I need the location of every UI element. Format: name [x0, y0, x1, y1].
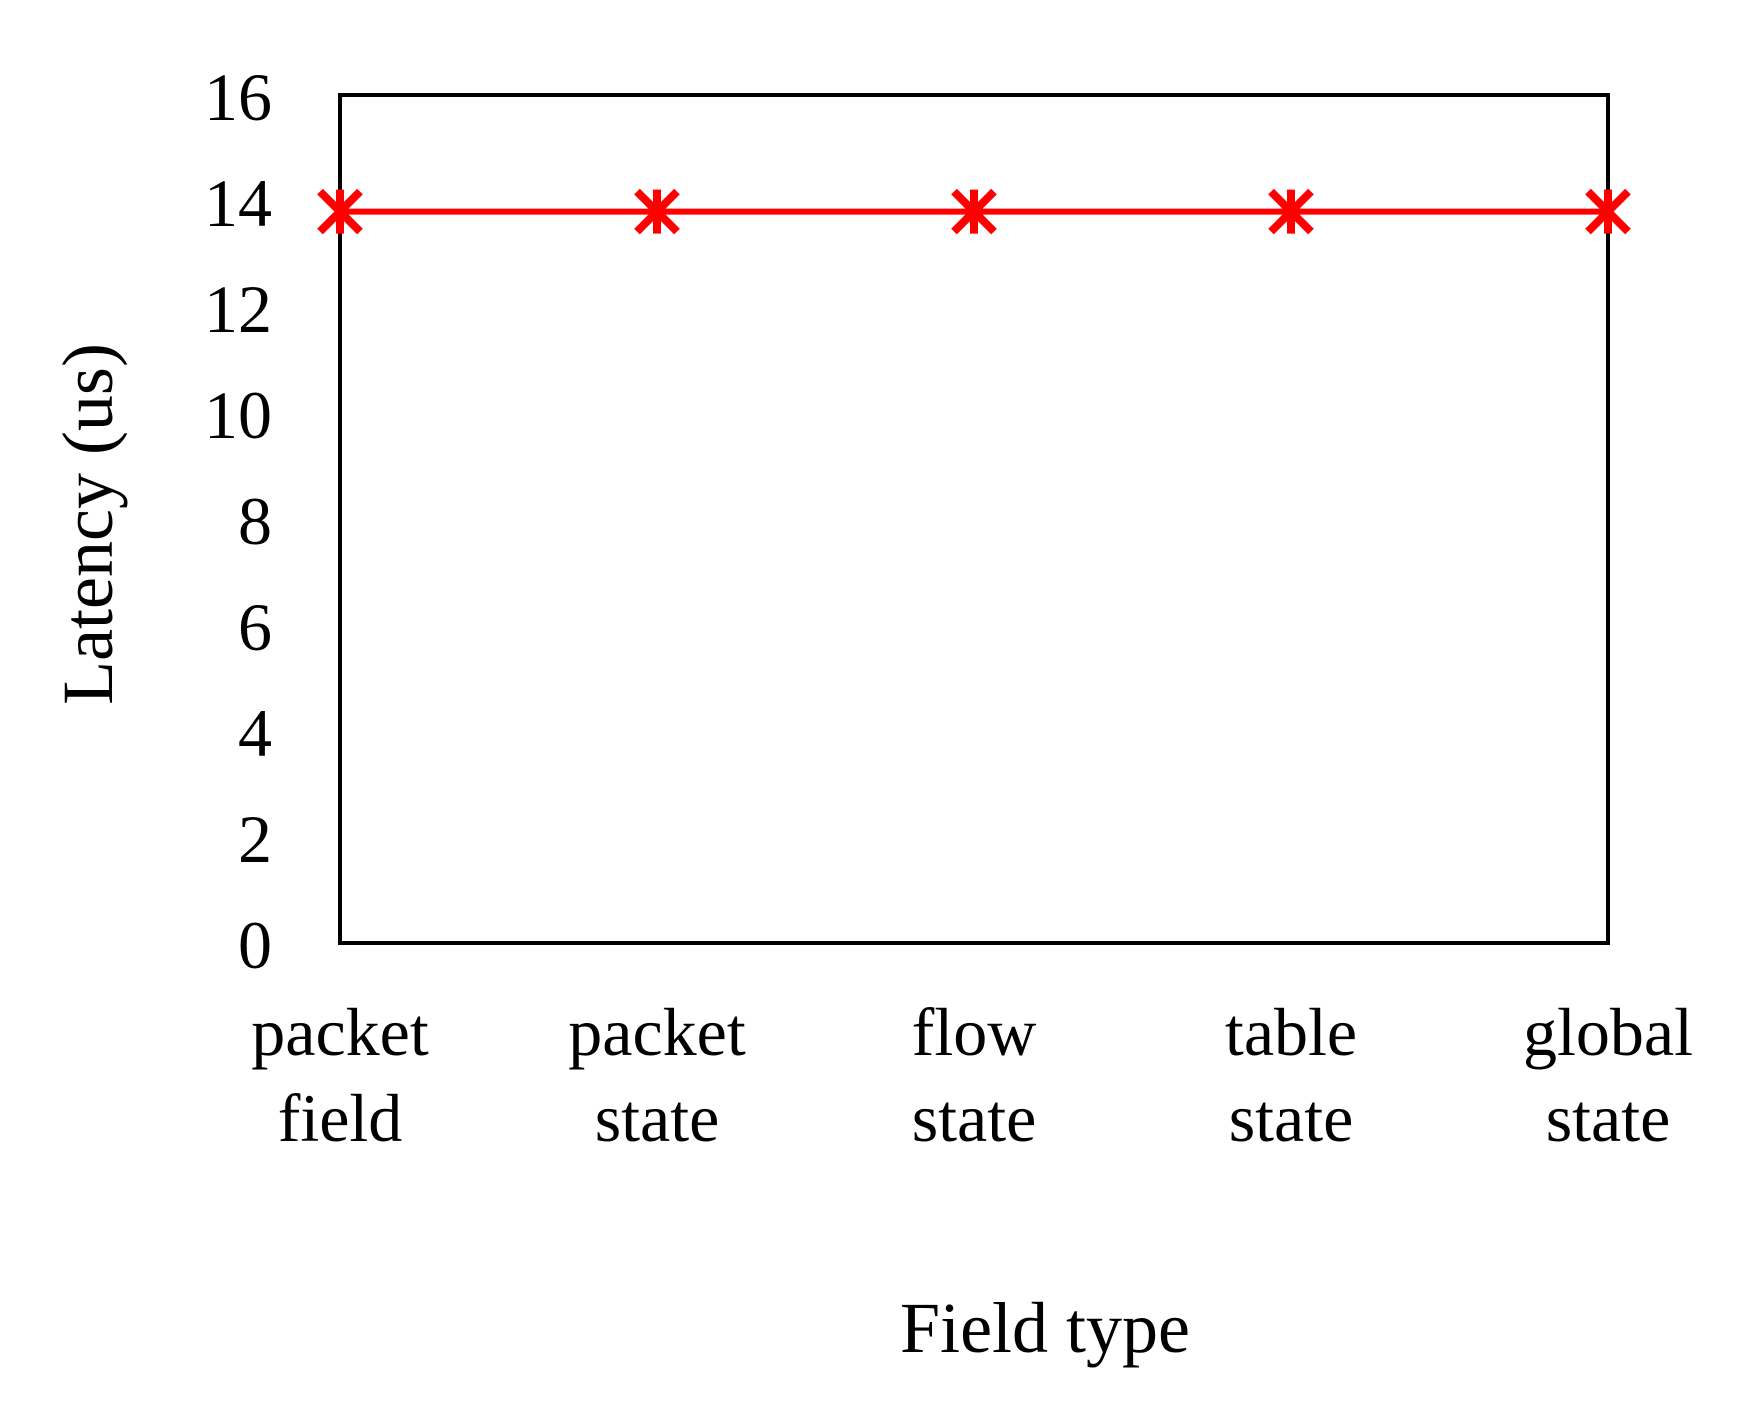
x-tick-label: packet state — [568, 994, 746, 1156]
y-axis-label: Latency (us) — [48, 343, 128, 705]
data-point-marker — [1585, 188, 1631, 235]
data-point-marker — [317, 188, 363, 235]
x-tick-label-line: flow — [912, 994, 1037, 1070]
x-tick-label: flow state — [912, 994, 1037, 1156]
plot-area-frame — [338, 93, 1610, 945]
y-tick-label: 8 — [238, 483, 272, 559]
y-tick-label: 2 — [238, 801, 272, 877]
x-tick-label-line: global — [1523, 994, 1693, 1070]
data-point-marker — [951, 188, 997, 235]
y-tick-label: 4 — [238, 695, 272, 771]
x-axis-ticks: packet field packet state flow state table stat… — [251, 994, 1693, 1156]
y-tick-label: 12 — [204, 271, 272, 347]
y-axis-ticks: 0 2 4 6 8 10 12 14 16 — [204, 59, 272, 983]
x-tick-label: global state — [1523, 994, 1693, 1156]
y-tick-label: 10 — [204, 377, 272, 453]
x-tick-label-line: state — [1546, 1080, 1671, 1156]
x-tick-label-line: state — [1229, 1080, 1354, 1156]
x-tick-label-line: field — [278, 1080, 403, 1156]
x-tick-label-line: packet — [568, 994, 746, 1070]
data-point-marker — [634, 188, 680, 235]
y-tick-label: 0 — [238, 907, 272, 983]
x-tick-label-line: state — [595, 1080, 720, 1156]
x-tick-label-line: table — [1225, 994, 1357, 1070]
x-tick-label: table state — [1225, 994, 1357, 1156]
x-axis-label: Field type — [900, 1288, 1190, 1368]
series-layer — [317, 188, 1631, 235]
y-tick-label: 14 — [204, 165, 272, 241]
x-tick-label-line: packet — [251, 994, 429, 1070]
y-tick-label: 16 — [204, 59, 272, 135]
x-tick-label-line: state — [912, 1080, 1037, 1156]
y-tick-label: 6 — [238, 589, 272, 665]
x-tick-label: packet field — [251, 994, 429, 1156]
data-point-marker — [1268, 188, 1314, 235]
